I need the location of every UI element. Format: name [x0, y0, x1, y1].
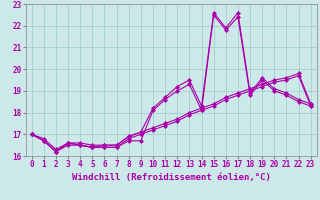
X-axis label: Windchill (Refroidissement éolien,°C): Windchill (Refroidissement éolien,°C) — [72, 173, 271, 182]
